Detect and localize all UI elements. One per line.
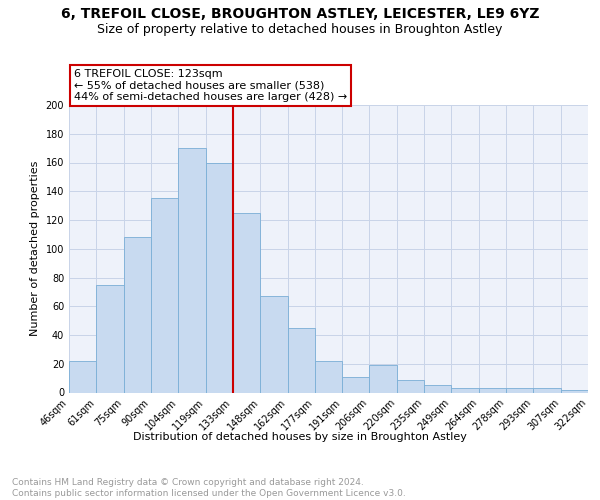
Bar <box>124 238 151 392</box>
Bar <box>97 284 124 393</box>
Bar <box>206 162 233 392</box>
Text: Size of property relative to detached houses in Broughton Astley: Size of property relative to detached ho… <box>97 22 503 36</box>
Text: Distribution of detached houses by size in Broughton Astley: Distribution of detached houses by size … <box>133 432 467 442</box>
Y-axis label: Number of detached properties: Number of detached properties <box>30 161 40 336</box>
Bar <box>533 388 560 392</box>
Bar <box>370 365 397 392</box>
Bar <box>397 380 424 392</box>
Text: Contains HM Land Registry data © Crown copyright and database right 2024.
Contai: Contains HM Land Registry data © Crown c… <box>12 478 406 498</box>
Bar <box>260 296 287 392</box>
Text: 6 TREFOIL CLOSE: 123sqm
← 55% of detached houses are smaller (538)
44% of semi-d: 6 TREFOIL CLOSE: 123sqm ← 55% of detache… <box>74 69 347 102</box>
Bar <box>342 376 370 392</box>
Bar <box>151 198 178 392</box>
Bar <box>69 361 97 392</box>
Text: 6, TREFOIL CLOSE, BROUGHTON ASTLEY, LEICESTER, LE9 6YZ: 6, TREFOIL CLOSE, BROUGHTON ASTLEY, LEIC… <box>61 8 539 22</box>
Bar <box>315 361 342 392</box>
Bar <box>233 213 260 392</box>
Bar <box>424 386 451 392</box>
Bar <box>178 148 206 392</box>
Bar <box>560 390 588 392</box>
Bar <box>451 388 479 392</box>
Bar <box>287 328 315 392</box>
Bar <box>506 388 533 392</box>
Bar <box>479 388 506 392</box>
